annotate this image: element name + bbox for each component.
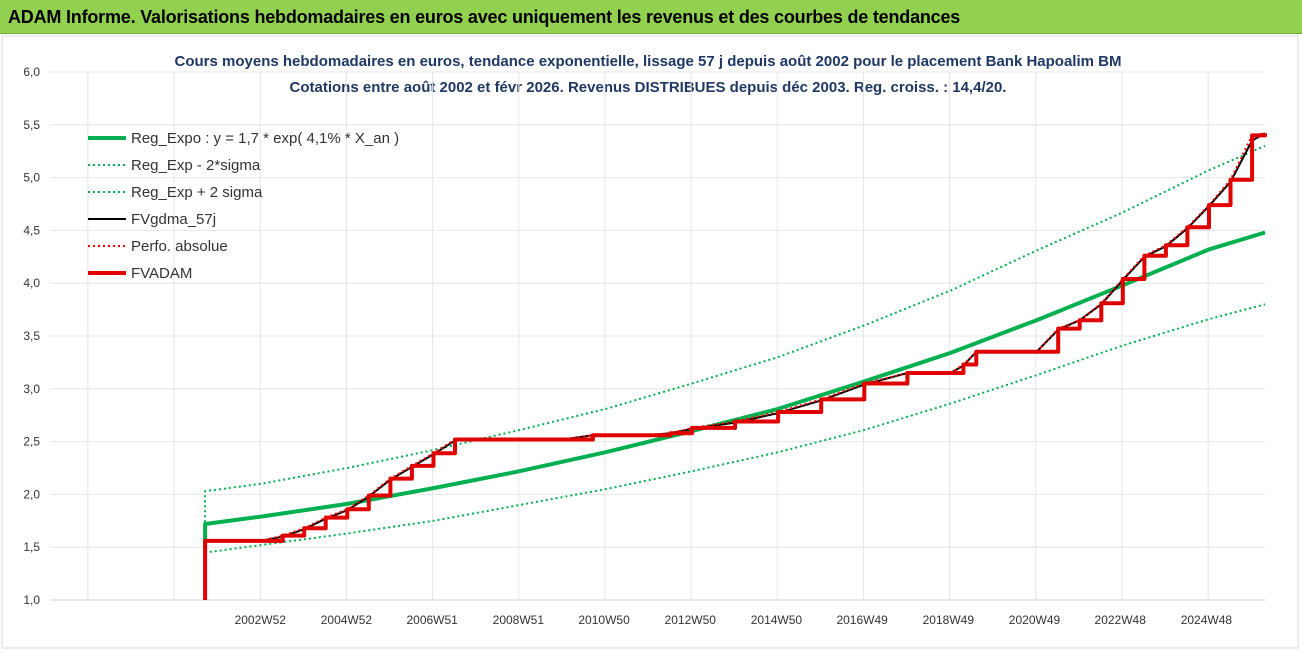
chart-border: [1, 35, 1299, 649]
y-tick-label: 2,5: [23, 435, 40, 449]
chart-title: Cours moyens hebdomadaires en euros, ten…: [175, 53, 1122, 70]
legend-label: Perfo. absolue: [131, 238, 228, 255]
x-tick-label: 2010W50: [578, 613, 630, 627]
chart-area: Cours moyens hebdomadaires en euros, ten…: [0, 34, 1302, 653]
legend-label: Reg_Exp - 2*sigma: [131, 157, 261, 174]
y-tick-label: 3,0: [23, 382, 40, 396]
y-tick-label: 1,5: [23, 540, 40, 554]
legend-label: Reg_Exp + 2 sigma: [131, 184, 263, 201]
series-line-1: [204, 303, 1266, 554]
legend-label: Reg_Expo : y = 1,7 * exp( 4,1% * X_an ): [131, 130, 399, 147]
x-axis: 2002W52 2004W52 2006W51 2008W51 2010W50 2012W…: [50, 599, 1265, 627]
y-tick-label: 1,0: [23, 593, 40, 607]
x-tick-label: 2004W52: [321, 613, 373, 627]
y-tick-label: 3,5: [23, 329, 40, 343]
report-header: ADAM Informe. Valorisations hebdomadaire…: [0, 0, 1302, 34]
series-line-5: [203, 133, 1267, 600]
y-tick-label: 4,5: [23, 223, 40, 237]
x-tick-label: 2020W49: [1009, 613, 1061, 627]
x-tick-label: 2008W51: [493, 613, 545, 627]
y-tick-label: 6,0: [23, 65, 40, 79]
y-tick-label: 5,5: [23, 118, 40, 132]
series-lines: [203, 132, 1267, 600]
x-tick-label: 2006W51: [406, 613, 458, 627]
y-tick-label: 2,0: [23, 487, 40, 501]
y-tick-label: 5,0: [23, 171, 40, 185]
x-tick-label: 2018W49: [923, 613, 975, 627]
legend-label: FVADAM: [131, 265, 192, 282]
legend-label: FVgdma_57j: [131, 211, 216, 228]
chart-subtitle: Cotations entre août 2002 et févr 2026. …: [290, 79, 1007, 96]
x-tick-label: 2016W49: [836, 613, 888, 627]
x-tick-label: 2012W50: [665, 613, 717, 627]
x-tick-label: 2014W50: [751, 613, 803, 627]
x-tick-label: 2022W48: [1095, 613, 1147, 627]
y-axis: 1,0 1,5 2,0 2,5 3,0 3,5 4,0 4,5 5,0 5,5 6,0: [23, 65, 40, 607]
chart-svg: Cours moyens hebdomadaires en euros, ten…: [1, 35, 1299, 649]
x-tick-label: 2024W48: [1181, 613, 1233, 627]
series-line-2: [204, 144, 1266, 548]
y-tick-label: 4,0: [23, 276, 40, 290]
legend: Reg_Expo : y = 1,7 * exp( 4,1% * X_an ) R…: [88, 130, 399, 282]
report-title: ADAM Informe. Valorisations hebdomadaire…: [8, 7, 961, 27]
x-tick-label: 2002W52: [235, 613, 287, 627]
